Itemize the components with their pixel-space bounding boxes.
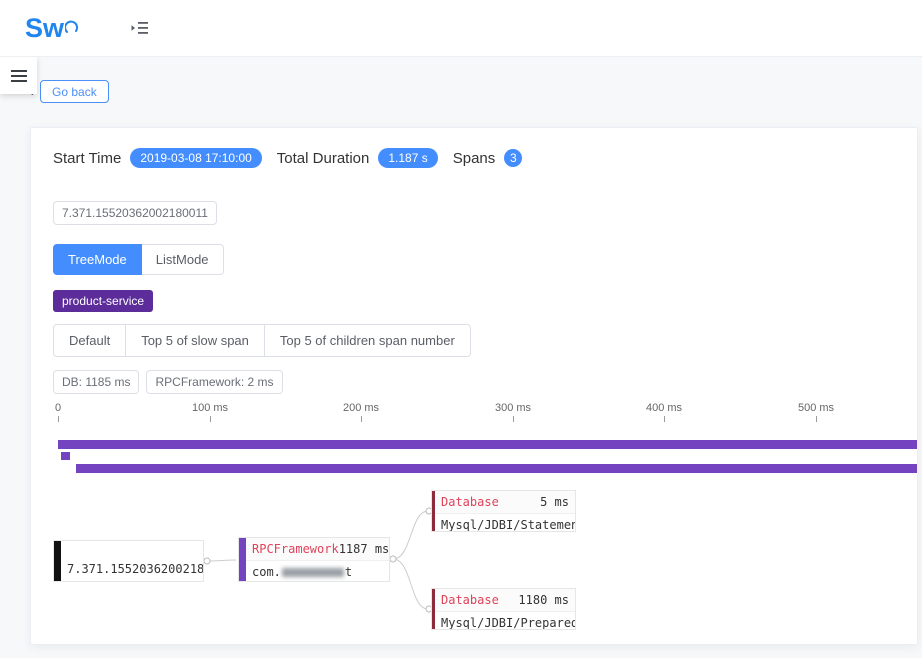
rpc-duration-chip: RPCFramework: 2 ms <box>146 370 283 394</box>
hamburger-icon <box>10 69 27 72</box>
axis-tick-mark <box>361 416 362 422</box>
total-duration-badge: 1.187 s <box>378 148 438 168</box>
top-bar: Sw <box>0 0 922 57</box>
axis-tick-label: 500 ms <box>797 402 835 414</box>
total-duration-label: Total Duration <box>276 149 370 167</box>
axis-tick-mark <box>513 416 514 422</box>
span-tree-diagram: 7.371.1552036200218 RPCFramework 1187 ms… <box>53 485 598 637</box>
axis-tick-mark <box>816 416 817 422</box>
span-component-name: Database <box>441 495 499 509</box>
span-component-name: RPCFramework <box>252 542 339 556</box>
axis-tick-mark <box>58 416 59 422</box>
tree-node-database-statement[interactable]: Database 5 ms Mysql/JDBI/Statemen <box>431 490 576 532</box>
tree-node-rpcframework[interactable]: RPCFramework 1187 ms com. t <box>238 537 390 582</box>
go-back-button[interactable]: Go back <box>40 80 109 103</box>
start-time-label: Start Time <box>53 149 122 167</box>
node-accent-bar <box>54 541 61 581</box>
span-bar-rpc-short[interactable] <box>61 452 70 460</box>
trace-id-row: 7.371.15520362002180011 <box>53 201 895 225</box>
spans-label: Spans <box>452 149 496 167</box>
filter-default-button[interactable]: Default <box>53 324 127 357</box>
trace-id-chip: 7.371.15520362002180011 <box>53 201 217 225</box>
axis-tick-mark <box>210 416 211 422</box>
start-time-badge: 2019-03-08 17:10:00 <box>130 148 262 168</box>
tree-node-root-segment[interactable]: 7.371.1552036200218 <box>53 540 204 582</box>
tree-mode-button[interactable]: TreeMode <box>53 244 142 275</box>
list-mode-button[interactable]: ListMode <box>141 244 224 275</box>
span-operation-name: Mysql/JDBI/Statemen <box>441 518 576 532</box>
span-stats-row: DB: 1185 ms RPCFramework: 2 ms <box>53 370 895 394</box>
span-duration: 1187 ms <box>338 542 390 556</box>
span-bar-database[interactable] <box>76 464 917 473</box>
span-duration: 1180 ms <box>518 593 569 607</box>
display-mode-toggle: TreeMode ListMode <box>53 244 895 275</box>
menu-fold-icon[interactable] <box>130 20 149 36</box>
trace-detail-card: Start Time 2019-03-08 17:10:00 Total Dur… <box>30 127 918 645</box>
span-duration: 5 ms <box>540 495 569 509</box>
logo-text: Sw <box>25 12 65 43</box>
spans-count-badge: 3 <box>504 149 523 167</box>
filter-top5-children-button[interactable]: Top 5 of children span number <box>264 324 471 357</box>
sidebar-toggle-button[interactable] <box>0 57 37 94</box>
span-component-name: Database <box>441 593 499 607</box>
span-filter-group: Default Top 5 of slow span Top 5 of chil… <box>53 324 895 357</box>
axis-tick-mark <box>664 416 665 422</box>
logo-swirl-icon <box>64 13 80 40</box>
service-badge: product-service <box>53 290 154 312</box>
node-accent-bar <box>432 491 435 531</box>
operation-suffix: t <box>344 565 353 579</box>
trace-summary: Start Time 2019-03-08 17:10:00 Total Dur… <box>53 148 895 168</box>
span-timeline-chart: 0 100 ms 200 ms 300 ms 400 ms 500 ms <box>53 402 917 476</box>
axis-tick-label: 300 ms <box>494 402 532 414</box>
node-accent-bar <box>239 538 246 581</box>
db-duration-chip: DB: 1185 ms <box>53 370 140 394</box>
node-accent-bar <box>432 589 435 629</box>
redacted-text <box>281 568 344 577</box>
span-operation-name: Mysql/JDBI/Prepared <box>441 616 576 630</box>
axis-tick-label: 200 ms <box>342 402 380 414</box>
skywalking-logo: Sw <box>25 12 80 43</box>
axis-tick-label: 400 ms <box>645 402 683 414</box>
segment-id-text: 7.371.1552036200218 <box>67 562 204 576</box>
tree-node-database-prepared[interactable]: Database 1180 ms Mysql/JDBI/Prepared <box>431 588 576 630</box>
span-operation-name: com. t <box>239 561 389 581</box>
axis-tick-label: 0 <box>54 402 62 414</box>
service-tag-row: product-service <box>53 290 895 312</box>
operation-prefix: com. <box>252 565 281 579</box>
span-bar-root[interactable] <box>58 440 917 449</box>
axis-tick-label: 100 ms <box>191 402 229 414</box>
filter-top5-slow-button[interactable]: Top 5 of slow span <box>126 324 265 357</box>
